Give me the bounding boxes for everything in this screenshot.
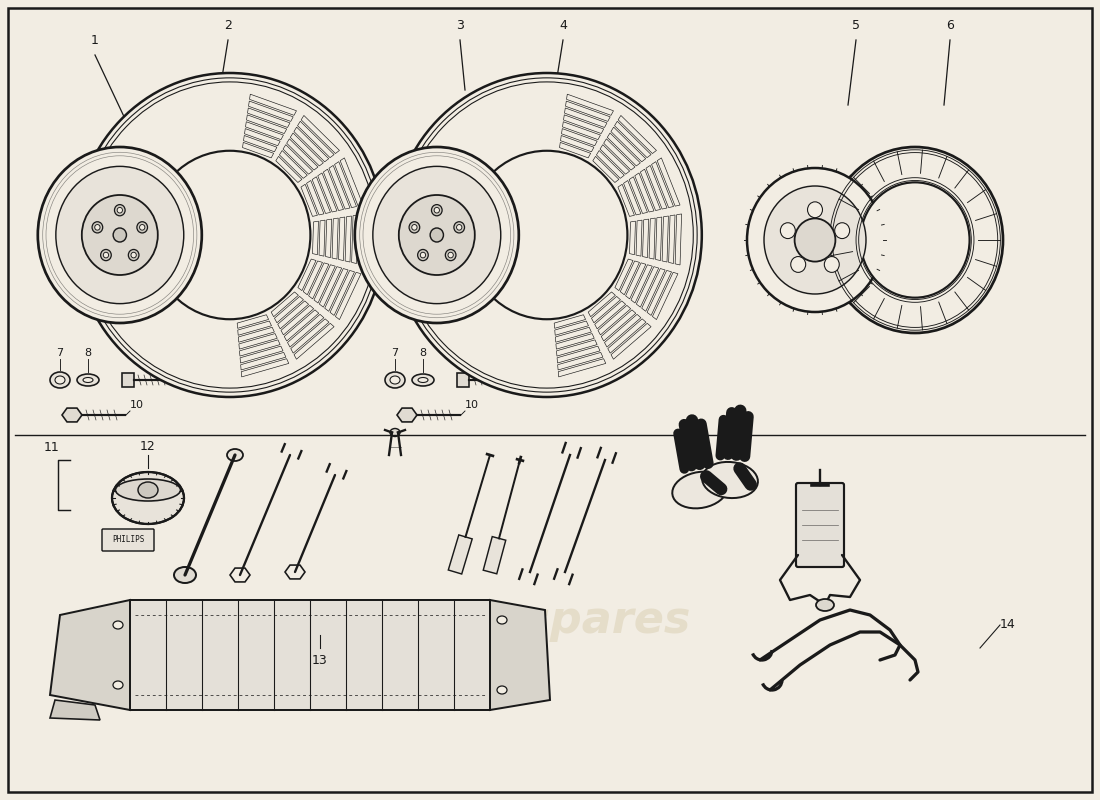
Ellipse shape	[113, 621, 123, 629]
Text: 9: 9	[513, 365, 520, 375]
Text: 11: 11	[44, 441, 59, 454]
Ellipse shape	[117, 207, 122, 213]
Ellipse shape	[412, 374, 434, 386]
Polygon shape	[702, 462, 758, 498]
Ellipse shape	[411, 225, 417, 230]
Polygon shape	[672, 472, 728, 508]
Ellipse shape	[113, 681, 123, 689]
Text: 9: 9	[178, 365, 185, 375]
Ellipse shape	[448, 252, 453, 258]
Ellipse shape	[56, 166, 184, 304]
Ellipse shape	[827, 147, 1003, 333]
Text: 8: 8	[85, 348, 91, 358]
Ellipse shape	[140, 225, 145, 230]
Ellipse shape	[434, 207, 440, 213]
Ellipse shape	[150, 150, 310, 319]
Ellipse shape	[355, 147, 519, 323]
Ellipse shape	[860, 182, 969, 298]
FancyBboxPatch shape	[796, 483, 844, 567]
Ellipse shape	[456, 225, 462, 230]
Ellipse shape	[37, 147, 201, 323]
Text: 7: 7	[56, 348, 64, 358]
Ellipse shape	[816, 599, 834, 611]
Text: eurospares: eurospares	[409, 598, 691, 642]
Polygon shape	[483, 537, 506, 574]
Text: 4: 4	[559, 19, 566, 32]
Text: eurospares: eurospares	[409, 229, 691, 271]
Ellipse shape	[418, 250, 428, 261]
Text: 3: 3	[456, 19, 464, 32]
Ellipse shape	[390, 429, 400, 437]
Ellipse shape	[138, 482, 158, 498]
Polygon shape	[62, 408, 82, 422]
FancyBboxPatch shape	[102, 529, 154, 551]
Ellipse shape	[129, 250, 139, 261]
Text: 13: 13	[312, 654, 328, 666]
Ellipse shape	[116, 479, 180, 501]
Ellipse shape	[113, 228, 127, 242]
Ellipse shape	[227, 449, 243, 461]
Text: 1: 1	[91, 34, 99, 47]
Ellipse shape	[409, 222, 420, 233]
Ellipse shape	[824, 257, 839, 272]
Text: 7: 7	[392, 348, 398, 358]
Ellipse shape	[497, 686, 507, 694]
Ellipse shape	[392, 73, 702, 397]
Ellipse shape	[390, 376, 400, 384]
Text: 14: 14	[1000, 618, 1015, 631]
Ellipse shape	[92, 222, 102, 233]
Ellipse shape	[807, 202, 823, 218]
Ellipse shape	[431, 205, 442, 216]
Text: 5: 5	[852, 19, 860, 32]
Ellipse shape	[780, 222, 795, 238]
Text: 10: 10	[130, 400, 144, 410]
Ellipse shape	[112, 472, 184, 524]
Polygon shape	[449, 535, 472, 574]
Ellipse shape	[131, 252, 136, 258]
Ellipse shape	[114, 205, 125, 216]
Polygon shape	[490, 600, 550, 710]
Ellipse shape	[373, 166, 500, 304]
Ellipse shape	[747, 168, 883, 312]
Ellipse shape	[75, 73, 385, 397]
Text: PHILIPS: PHILIPS	[112, 535, 144, 545]
Ellipse shape	[136, 222, 147, 233]
Text: 8: 8	[419, 348, 427, 358]
Ellipse shape	[454, 222, 464, 233]
FancyBboxPatch shape	[122, 373, 134, 387]
Ellipse shape	[430, 228, 443, 242]
Ellipse shape	[466, 150, 627, 319]
Ellipse shape	[174, 567, 196, 583]
FancyBboxPatch shape	[456, 373, 469, 387]
Ellipse shape	[385, 372, 405, 388]
Ellipse shape	[418, 378, 428, 382]
Text: 2: 2	[224, 19, 232, 32]
Polygon shape	[397, 408, 417, 422]
Text: 6: 6	[946, 19, 954, 32]
Ellipse shape	[77, 374, 99, 386]
Ellipse shape	[446, 250, 456, 261]
Ellipse shape	[835, 222, 849, 238]
Ellipse shape	[55, 376, 65, 384]
Ellipse shape	[794, 218, 835, 262]
Ellipse shape	[791, 257, 805, 272]
Ellipse shape	[100, 250, 111, 261]
FancyBboxPatch shape	[130, 600, 490, 710]
Ellipse shape	[50, 372, 70, 388]
Ellipse shape	[95, 225, 100, 230]
Ellipse shape	[764, 186, 866, 294]
Ellipse shape	[420, 252, 426, 258]
Polygon shape	[50, 600, 130, 710]
Text: 12: 12	[140, 440, 156, 453]
Ellipse shape	[82, 378, 94, 382]
Ellipse shape	[399, 195, 475, 275]
Polygon shape	[50, 700, 100, 720]
Ellipse shape	[497, 616, 507, 624]
Ellipse shape	[103, 252, 109, 258]
Ellipse shape	[81, 195, 157, 275]
Text: 10: 10	[465, 400, 478, 410]
